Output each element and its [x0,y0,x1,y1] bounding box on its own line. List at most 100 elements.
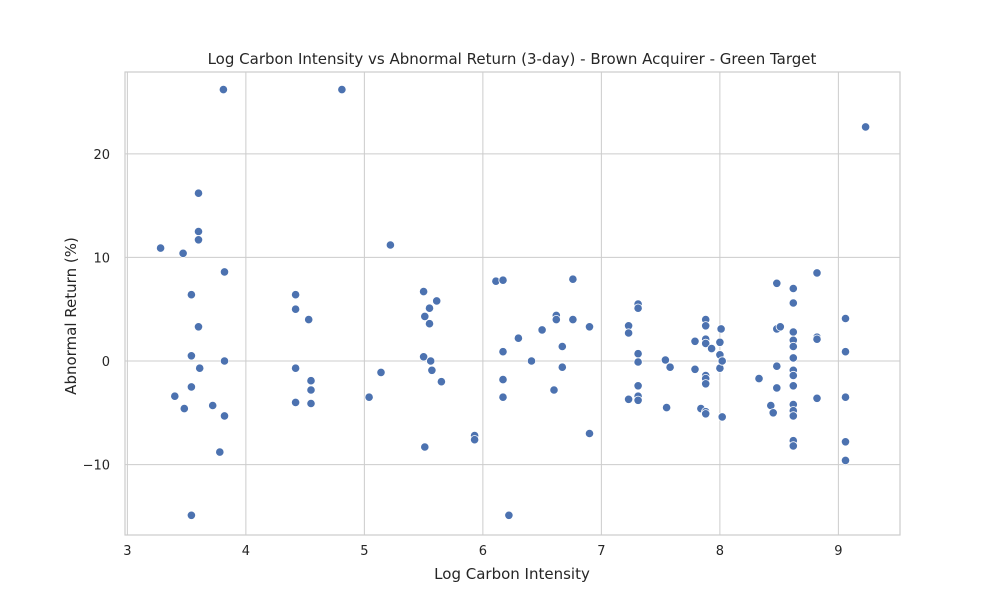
scatter-point [557,362,567,372]
scatter-point [584,322,595,332]
scatter-point [427,365,437,375]
scatter-point [215,447,225,457]
scatter-point [219,267,230,277]
scatter-point [306,398,316,409]
x-tick-label: 3 [123,544,131,559]
scatter-point [290,397,301,407]
scatter-point [754,373,764,384]
scatter-point [418,352,429,362]
scatter-point [193,235,204,245]
scatter-point [788,411,798,421]
scatter-point [788,283,798,294]
scatter-point [812,268,822,278]
grid-lines [125,72,900,535]
x-tick-label: 5 [360,544,368,559]
scatter-point [701,321,711,331]
scatter-point [186,382,196,392]
scatter-point [812,334,822,344]
scatter-point [498,347,508,357]
scatter-point [633,395,643,405]
chart-title: Log Carbon Intensity vs Abnormal Return … [208,50,817,68]
scatter-point [768,408,778,418]
scatter-point [186,510,196,520]
scatter-point [701,409,711,419]
y-tick-label: 10 [93,251,110,266]
scatter-point [788,298,798,308]
scatter-point [537,325,547,335]
scatter-point [498,275,508,285]
scatter-point [706,343,717,354]
scatter-point [376,367,386,377]
scatter-point [623,394,634,404]
scatter-point [420,311,430,321]
y-tick-label: −10 [83,459,110,474]
scatter-point [469,435,480,445]
scatter-point [716,324,726,334]
scatter-point [788,341,798,352]
scatter-point [633,357,643,367]
scatter-point [788,381,798,391]
scatter-point [364,392,374,402]
x-tick-label: 4 [242,544,250,559]
scatter-point [208,400,218,411]
scatter-point [788,353,798,363]
scatter-point [812,393,822,403]
scatter-point [290,290,301,300]
scatter-point [717,356,727,366]
scatter-point [290,363,301,373]
scatter-point [701,379,711,389]
y-axis-label: Abnormal Return (%) [62,237,80,395]
scatter-point [633,303,643,313]
scatter-point [775,322,785,332]
scatter-point [840,347,851,357]
scatter-point [337,85,347,95]
data-points [156,85,871,520]
scatter-point [840,455,851,465]
scatter-point [772,278,782,288]
scatter-point [195,363,205,373]
plot-frame [124,71,901,536]
scatter-point [156,243,166,253]
scatter-point [772,361,782,371]
scatter-point [633,381,643,391]
x-tick-label: 8 [716,544,724,559]
scatter-point [219,411,230,421]
scatter-point [788,370,798,381]
scatter-point [717,412,727,422]
scatter-point [218,85,228,95]
scatter-point [623,328,634,338]
scatter-point [551,314,561,325]
scatter-point [568,314,578,325]
scatter-point [178,248,188,258]
scatter-point [690,364,700,374]
scatter-point [568,274,578,284]
scatter-point [788,441,798,451]
scatter-point [840,313,851,324]
x-tick-label: 7 [597,544,605,559]
scatter-point [420,442,430,452]
tick-labels: 3 4 5 6 7 8 9 −10 0 10 20 [83,148,843,559]
scatter-point [179,403,189,414]
scatter-point [219,356,230,366]
scatter-point [432,296,442,306]
scatter-point [385,240,395,250]
scatter-point [701,338,711,348]
scatter-point [170,391,180,401]
scatter-point [290,304,301,314]
scatter-point [306,376,316,386]
scatter-point [504,510,514,520]
scatter-point [633,349,643,359]
scatter-point [549,385,559,395]
scatter-point [584,428,595,439]
scatter-point [665,362,675,372]
scatter-point [526,356,537,366]
scatter-point [788,327,798,337]
scatter-point [498,392,508,402]
scatter-point [513,333,524,343]
y-tick-label: 0 [102,355,110,370]
scatter-point [193,322,204,332]
scatter-point [424,319,435,329]
scatter-point [193,226,204,237]
scatter-point [661,402,672,413]
